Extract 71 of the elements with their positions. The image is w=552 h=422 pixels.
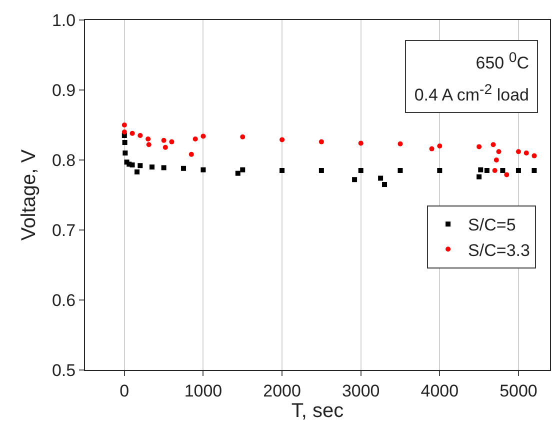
point (318, 168, 324, 173)
x-tick-label: 3000 (342, 381, 380, 400)
point (280, 168, 285, 173)
point (146, 142, 152, 148)
x-tick-label: 2000 (263, 381, 301, 400)
y-tick-label: 1.0 (52, 10, 76, 30)
point (532, 153, 537, 158)
point (240, 134, 246, 140)
point (429, 146, 434, 152)
point (169, 139, 174, 144)
x-tick-label: 4000 (420, 381, 459, 400)
point (492, 168, 498, 173)
legend-label: S/C=5 (468, 216, 516, 235)
point (149, 164, 154, 170)
point (138, 163, 143, 168)
point (138, 133, 143, 138)
point (200, 167, 206, 172)
point (398, 141, 403, 146)
point (134, 169, 140, 174)
point (181, 166, 186, 171)
x-tick-label: 0 (120, 381, 130, 400)
point (484, 168, 490, 173)
point (146, 136, 151, 142)
y-axis-title: Voltage, V (18, 148, 40, 241)
point (240, 167, 246, 172)
y-tick-label: 0.9 (52, 80, 76, 100)
point (437, 168, 442, 173)
point (504, 172, 510, 178)
point (490, 142, 496, 148)
point (516, 149, 521, 154)
point (358, 140, 364, 146)
annotation: 650 $^{0}$C (474, 49, 529, 75)
x-axis-title: T, sec (291, 400, 344, 422)
point (318, 139, 324, 144)
legend-label: S/C=3.3 (468, 240, 530, 260)
point (130, 130, 135, 136)
annotation: 0.4 A cm$^{-2}$ load (414, 80, 529, 106)
y-tick-label: 0.6 (52, 290, 76, 310)
point (352, 177, 358, 182)
point (476, 174, 482, 180)
point (496, 149, 502, 154)
point (476, 144, 482, 150)
point (162, 144, 168, 150)
point (358, 168, 364, 173)
point (500, 168, 506, 173)
point (494, 158, 499, 162)
point (437, 144, 442, 148)
point (478, 167, 484, 172)
point (122, 150, 128, 156)
point (398, 168, 403, 173)
point (122, 140, 128, 145)
point (516, 168, 521, 173)
point (192, 136, 198, 142)
point (200, 134, 206, 139)
y-tick-label: 0.8 (52, 150, 76, 170)
point (280, 137, 285, 142)
point (122, 122, 127, 128)
point (161, 165, 166, 170)
point (235, 170, 240, 176)
point (378, 176, 384, 181)
point (532, 168, 537, 173)
point (130, 162, 135, 168)
y-tick-label: 0.5 (52, 360, 76, 380)
point (188, 152, 194, 157)
point (122, 130, 127, 134)
point (161, 138, 166, 143)
point (382, 182, 387, 187)
x-tick-label: 1000 (184, 381, 222, 400)
x-tick-label: 5000 (500, 381, 538, 400)
y-tick-label: 0.7 (52, 220, 76, 240)
point (524, 150, 529, 156)
